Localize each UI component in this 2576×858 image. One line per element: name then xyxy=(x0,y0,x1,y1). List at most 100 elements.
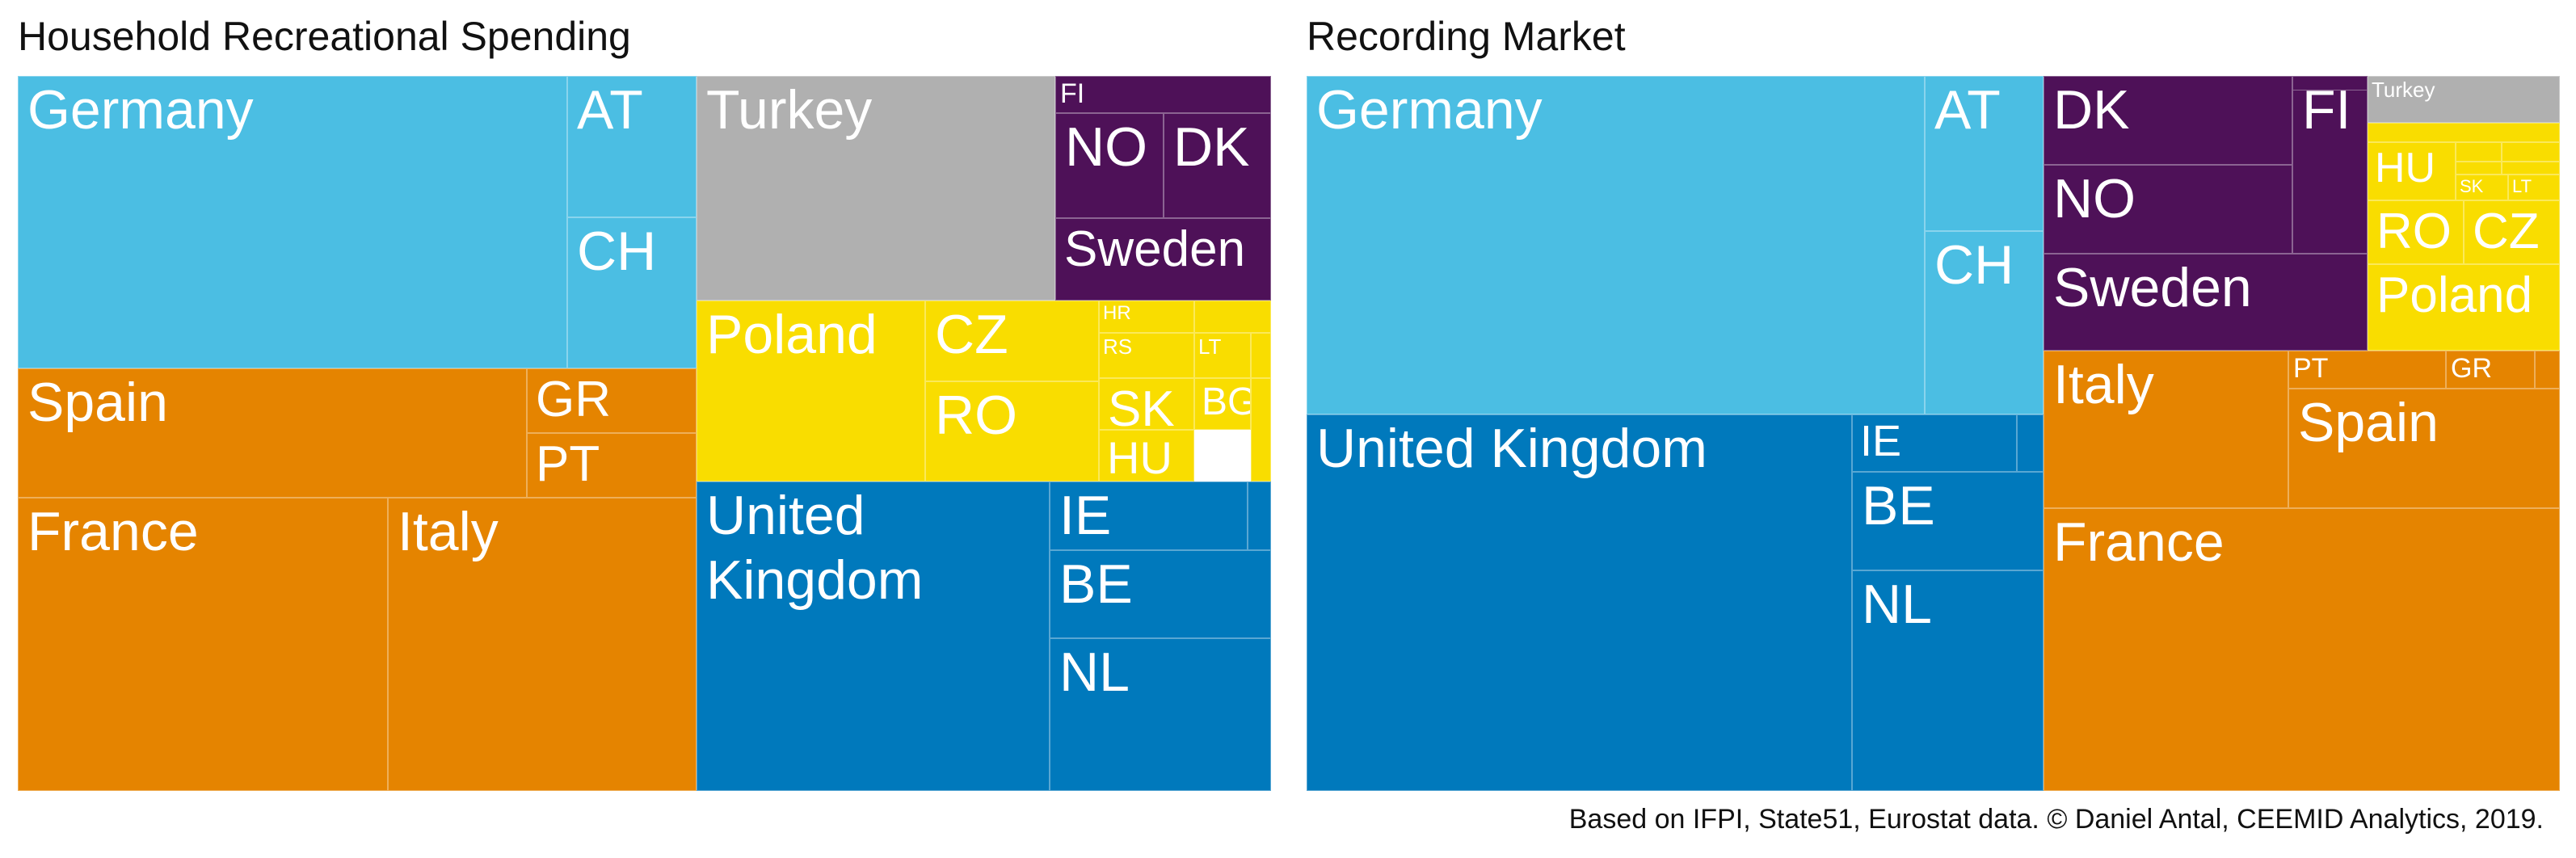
tile-poland: Poland xyxy=(697,301,925,482)
tile-ro: RO xyxy=(2368,200,2464,264)
tile-label-poland: Poland xyxy=(2376,267,2533,323)
tile-ce_small_3 xyxy=(2502,142,2560,162)
tile-sw_small_1 xyxy=(2535,351,2560,389)
tile-bg: BG xyxy=(1194,378,1251,430)
tile-ce_small_1 xyxy=(2368,123,2560,142)
tile-label-turkey: Turkey xyxy=(706,79,873,141)
tile-italy: Italy xyxy=(2044,351,2288,508)
tile-ce_small_3 xyxy=(1251,378,1271,482)
tile-ce_small_1 xyxy=(1194,301,1271,333)
tile-cz: CZ xyxy=(2464,200,2560,264)
tile-label-france: France xyxy=(2053,511,2225,573)
tile-label-no: NO xyxy=(1065,116,1147,178)
tile-gr: GR xyxy=(527,368,697,433)
tile-rs: RS xyxy=(1099,333,1194,378)
tile-fi: FI xyxy=(1055,76,1271,113)
tile-label-gr: GR xyxy=(2451,353,2492,384)
source-footnote: Based on IFPI, State51, Eurostat data. ©… xyxy=(1568,804,2544,835)
tile-label-cz: CZ xyxy=(935,304,1008,365)
tile-turkey: Turkey xyxy=(697,76,1055,301)
tile-pt: PT xyxy=(2288,351,2446,389)
tile-label-hu: HU xyxy=(1107,432,1172,482)
tile-gr: GR xyxy=(2446,351,2535,389)
tile-label-ie: IE xyxy=(1860,417,1902,465)
tile-nordic_small_1 xyxy=(2292,76,2368,90)
tile-label-at: AT xyxy=(577,79,643,141)
tile-label-ch: CH xyxy=(1934,234,2014,296)
tile-be: BE xyxy=(1852,472,2044,570)
tile-label-france: France xyxy=(27,501,199,562)
tile-cz: CZ xyxy=(925,301,1099,381)
tile-label-uk: United Kingdom xyxy=(706,485,924,612)
tile-hu: HU xyxy=(1099,430,1194,482)
tile-label-dk: DK xyxy=(1173,116,1250,178)
tile-label-cz: CZ xyxy=(2473,204,2540,259)
tile-label-pt: PT xyxy=(536,436,600,492)
tile-germany: Germany xyxy=(18,76,567,368)
tile-hr: HR xyxy=(1099,301,1194,333)
tile-dk: DK xyxy=(2044,76,2292,165)
tile-germany: Germany xyxy=(1307,76,1925,414)
chart-title-household: Household Recreational Spending xyxy=(18,14,631,59)
tile-no: NO xyxy=(2044,165,2292,254)
tile-no: NO xyxy=(1055,113,1164,218)
tile-sk: SK xyxy=(2456,175,2508,200)
tile-ce_small_2 xyxy=(2456,142,2502,162)
tile-label-ro: RO xyxy=(935,385,1017,446)
tile-label-sweden: Sweden xyxy=(2053,257,2252,318)
tile-hu: HU xyxy=(2368,142,2456,200)
tile-label-sk: SK xyxy=(2460,176,2484,196)
tile-ro: RO xyxy=(925,381,1099,482)
tile-sweden: Sweden xyxy=(1055,218,1271,301)
tile-label-sweden: Sweden xyxy=(1064,221,1246,277)
tile-poland: Poland xyxy=(2368,264,2560,351)
tile-label-gr: GR xyxy=(536,372,611,427)
tile-spain: Spain xyxy=(2288,389,2560,508)
tile-ch: CH xyxy=(1925,231,2044,414)
tile-label-sk: SK xyxy=(1108,381,1175,430)
tile-label-turkey: Turkey xyxy=(2372,78,2435,102)
tile-ce_small_2 xyxy=(1251,333,1271,378)
tile-at: AT xyxy=(567,76,697,217)
tile-label-germany: Germany xyxy=(1316,79,1543,141)
tile-label-lt: LT xyxy=(1198,334,1222,359)
tile-at: AT xyxy=(1925,76,2044,231)
tile-label-dk: DK xyxy=(2053,79,2130,141)
tile-label-bg: BG xyxy=(1202,381,1250,423)
tile-ie: IE xyxy=(1852,414,2017,472)
tile-label-hr: HR xyxy=(1103,302,1131,324)
tile-label-ie: IE xyxy=(1059,485,1112,546)
tile-label-uk: United Kingdom xyxy=(1316,418,1707,479)
tile-nw_small_1 xyxy=(2017,414,2044,472)
tile-dk: DK xyxy=(1164,113,1271,218)
tile-label-fi: FI xyxy=(1060,78,1085,109)
tile-ch: CH xyxy=(567,217,697,368)
tile-label-ch: CH xyxy=(577,221,657,282)
tile-france: France xyxy=(18,498,388,791)
tile-label-rs: RS xyxy=(1103,334,1133,359)
treemap-recording-market: Germany AT CH United Kingdom IE BE NL DK NO FI Swe… xyxy=(1307,76,2560,791)
tile-uk: United Kingdom xyxy=(1307,414,1852,791)
tile-label-be: BE xyxy=(1059,553,1133,615)
tile-nl: NL xyxy=(1050,638,1271,791)
tile-france: France xyxy=(2044,508,2560,791)
tile-ce_small_4 xyxy=(2456,162,2502,175)
tile-be: BE xyxy=(1050,550,1271,638)
tile-label-nl: NL xyxy=(1059,641,1130,703)
tile-label-italy: Italy xyxy=(2053,354,2154,415)
tile-label-pt: PT xyxy=(2293,353,2329,384)
tile-label-ro: RO xyxy=(2376,204,2452,259)
chart-title-recording-market: Recording Market xyxy=(1307,14,1626,59)
tile-label-germany: Germany xyxy=(27,79,254,141)
tile-label-at: AT xyxy=(1934,79,2001,141)
tile-ie: IE xyxy=(1050,482,1248,550)
tile-label-spain: Spain xyxy=(27,372,168,433)
tile-label-lt: LT xyxy=(2512,176,2532,196)
tile-label-italy: Italy xyxy=(398,501,499,562)
tile-fi: FI xyxy=(2292,76,2368,254)
tile-lt: LT xyxy=(1194,333,1251,378)
treemap-household-recreational-spending: Germany AT CH Spain GR PT France Italy Turkey FI N… xyxy=(18,76,1271,791)
tile-lt: LT xyxy=(2508,175,2560,200)
tile-nl: NL xyxy=(1852,570,2044,791)
tile-label-hu: HU xyxy=(2375,145,2436,191)
